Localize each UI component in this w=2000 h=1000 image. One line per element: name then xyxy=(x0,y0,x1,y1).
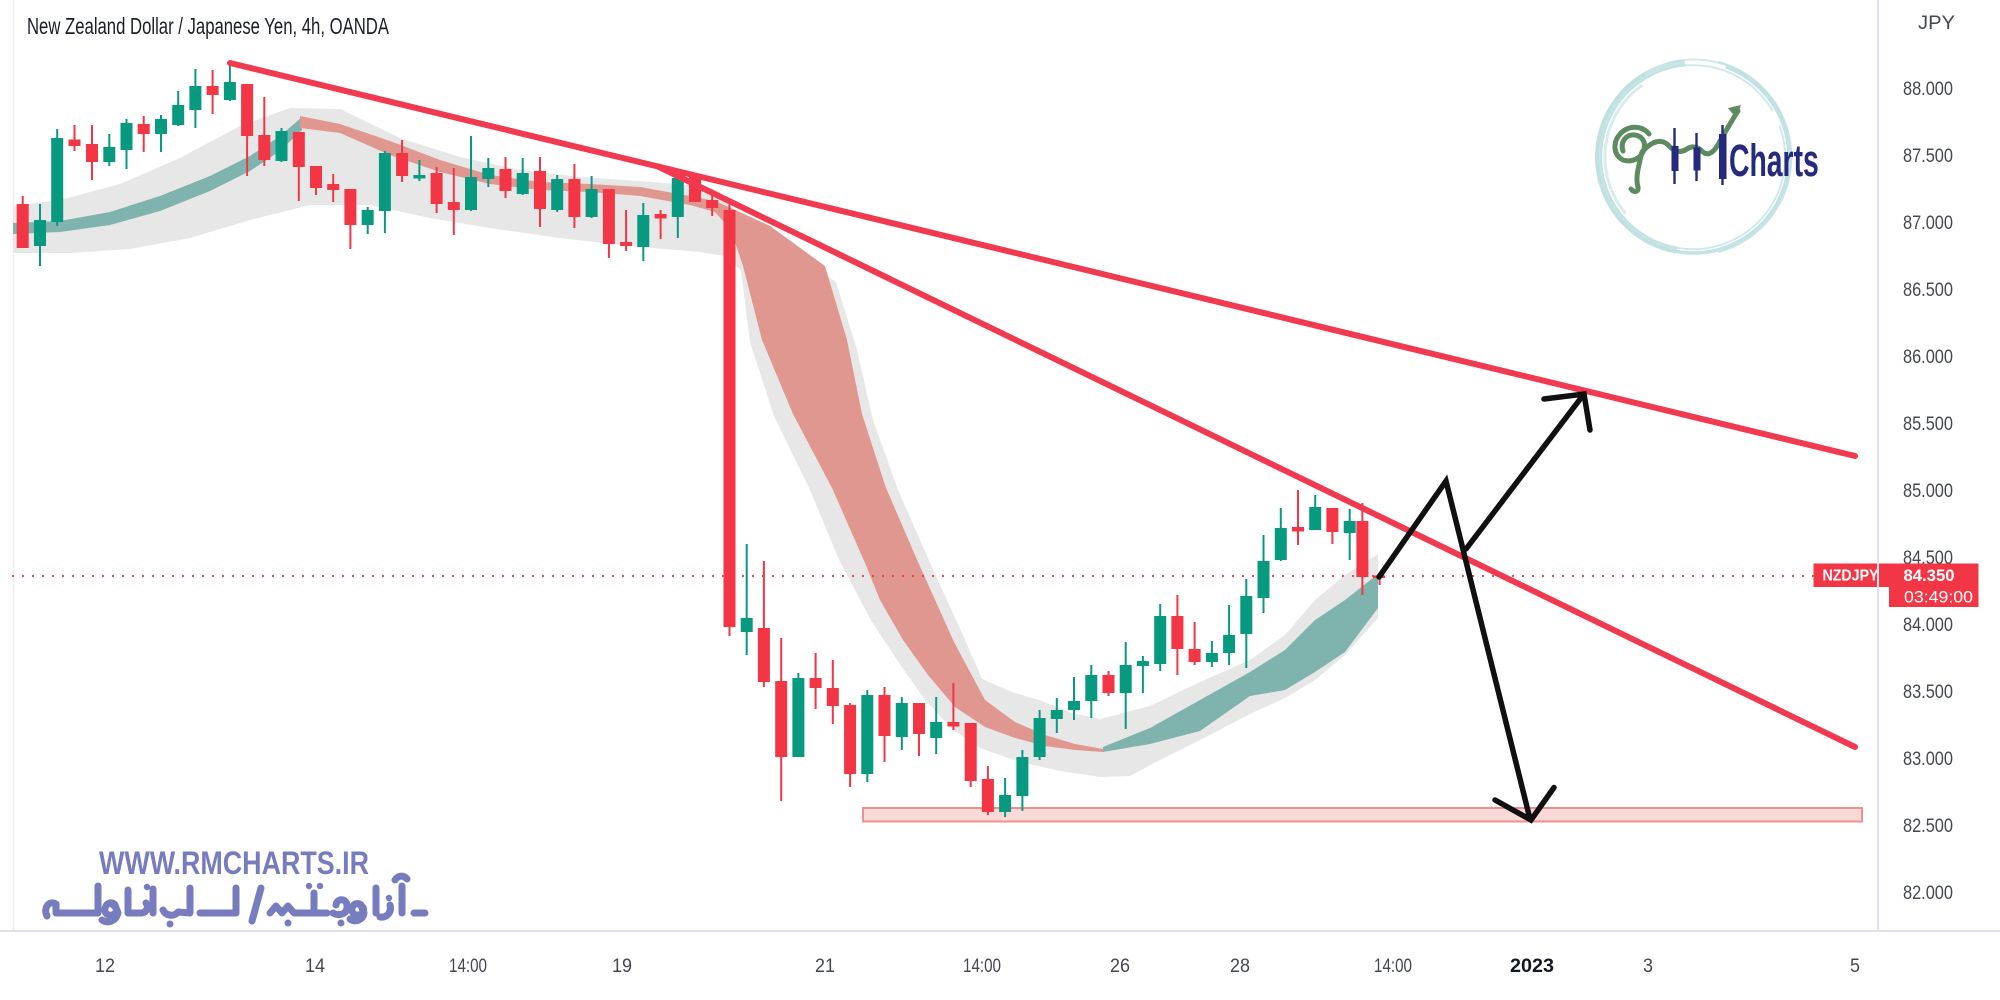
svg-text:21: 21 xyxy=(815,955,835,977)
svg-text:5: 5 xyxy=(1850,955,1860,977)
svg-text:New Zealand Dollar / Japanese: New Zealand Dollar / Japanese Yen, 4h, O… xyxy=(27,13,389,39)
svg-text:84.000: 84.000 xyxy=(1903,614,1953,636)
svg-text:87.000: 87.000 xyxy=(1903,212,1953,234)
svg-text:14:00: 14:00 xyxy=(963,955,1001,977)
svg-text:14:00: 14:00 xyxy=(1374,955,1412,977)
svg-text:JPY: JPY xyxy=(1918,13,1955,34)
svg-text:28: 28 xyxy=(1230,955,1250,977)
svg-text:86.000: 86.000 xyxy=(1903,346,1953,368)
svg-text:87.500: 87.500 xyxy=(1903,145,1953,167)
svg-text:88.000: 88.000 xyxy=(1903,78,1953,100)
svg-text:84.350: 84.350 xyxy=(1904,566,1955,585)
svg-text:12: 12 xyxy=(95,955,115,977)
svg-text:85.000: 85.000 xyxy=(1903,480,1953,502)
svg-text:85.500: 85.500 xyxy=(1903,413,1953,435)
svg-text:14: 14 xyxy=(305,955,325,977)
svg-text:26: 26 xyxy=(1110,955,1130,977)
svg-text:03:49:00: 03:49:00 xyxy=(1904,589,1973,607)
svg-text:3: 3 xyxy=(1643,955,1653,977)
svg-text:NZDJPY: NZDJPY xyxy=(1823,568,1880,585)
svg-text:83.500: 83.500 xyxy=(1903,681,1953,703)
svg-text:83.000: 83.000 xyxy=(1903,748,1953,770)
svg-text:19: 19 xyxy=(612,955,632,977)
svg-text:86.500: 86.500 xyxy=(1903,279,1953,301)
svg-text:82.000: 82.000 xyxy=(1903,882,1953,904)
svg-text:2023: 2023 xyxy=(1510,955,1554,977)
svg-text:WWW.RMCHARTS.IR: WWW.RMCHARTS.IR xyxy=(99,845,369,881)
svg-text:Charts: Charts xyxy=(1729,135,1819,185)
svg-text:82.500: 82.500 xyxy=(1903,815,1953,837)
svg-text:14:00: 14:00 xyxy=(449,955,487,977)
